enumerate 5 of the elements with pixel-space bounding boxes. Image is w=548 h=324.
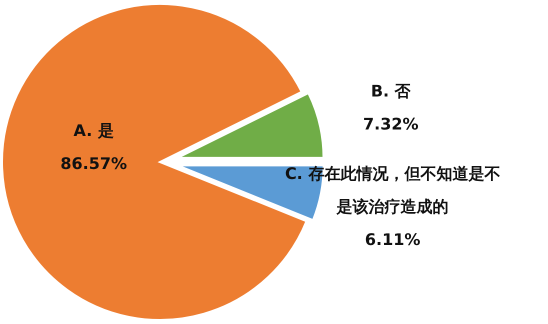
slice-label: B. 否 (370, 81, 412, 100)
slice-label: A. 是 (74, 121, 114, 140)
data-label: 6.11% (364, 230, 420, 250)
data-label: 86.57% (60, 154, 128, 174)
data-label: 7.32% (363, 114, 419, 134)
